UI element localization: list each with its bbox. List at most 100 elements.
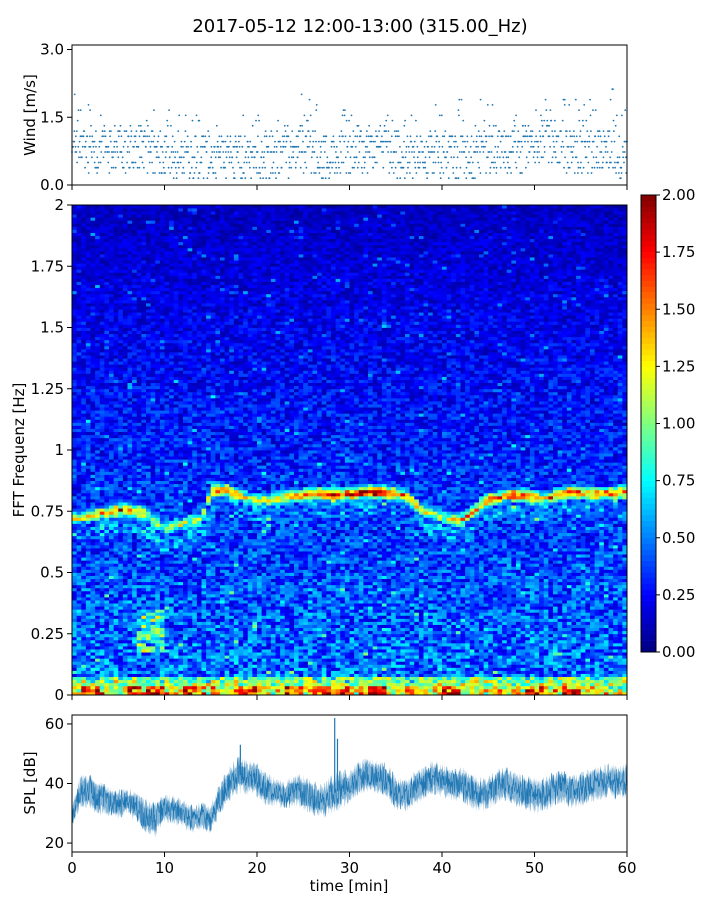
heatmap-cell xyxy=(86,646,91,649)
wind-point xyxy=(88,104,90,106)
heatmap-cell xyxy=(81,566,86,569)
heatmap-cell xyxy=(86,637,91,640)
heatmap-cell xyxy=(72,462,77,465)
heatmap-cell xyxy=(77,524,82,527)
heatmap-cell xyxy=(72,343,77,346)
heatmap-cell xyxy=(86,462,91,465)
wind-point xyxy=(615,125,617,127)
heatmap-cell xyxy=(86,291,91,294)
heatmap-cell xyxy=(81,667,86,670)
wind-point xyxy=(505,151,507,153)
wind-point xyxy=(478,130,480,132)
heatmap-cell xyxy=(72,530,77,533)
wind-point xyxy=(276,146,278,148)
heatmap-cell xyxy=(86,340,91,343)
wind-point xyxy=(349,135,351,137)
wind-point xyxy=(108,151,110,153)
wind-point xyxy=(566,130,568,132)
wind-point xyxy=(326,156,328,158)
wind-point xyxy=(415,120,417,122)
wind-point xyxy=(472,177,474,179)
heatmap-cell xyxy=(77,355,82,358)
heatmap-cell xyxy=(86,401,91,404)
heatmap-cell xyxy=(81,364,86,367)
wind-point xyxy=(368,135,370,137)
wind-point xyxy=(516,151,518,153)
wind-point xyxy=(200,146,202,148)
wind-point xyxy=(534,141,536,143)
heatmap-cell xyxy=(81,530,86,533)
heatmap-cell xyxy=(77,230,82,233)
wind-point xyxy=(337,156,339,158)
heatmap-cell xyxy=(81,573,86,576)
wind-point xyxy=(458,115,460,117)
heatmap-cell xyxy=(86,615,91,618)
wind-point xyxy=(452,135,454,137)
wind-point xyxy=(169,172,171,174)
wind-point xyxy=(168,167,170,169)
heatmap-cell xyxy=(77,661,82,664)
wind-point xyxy=(374,141,376,143)
wind-point xyxy=(184,141,186,143)
wind-point xyxy=(159,162,161,164)
wind-point xyxy=(438,162,440,164)
heatmap-cell xyxy=(77,419,82,422)
wind-point xyxy=(301,94,303,96)
wind-point xyxy=(281,167,283,169)
wind-point xyxy=(613,130,615,132)
heatmap-cell xyxy=(81,557,86,560)
heatmap-cell xyxy=(77,560,82,563)
wind-point xyxy=(590,115,592,117)
heatmap-cell xyxy=(72,223,77,226)
wind-point xyxy=(301,151,303,153)
wind-point xyxy=(293,156,295,158)
wind-point xyxy=(422,151,424,153)
wind-point xyxy=(514,125,516,127)
wind-point xyxy=(276,151,278,153)
wind-point xyxy=(497,135,499,137)
heatmap-cell xyxy=(86,603,91,606)
wind-point xyxy=(267,151,269,153)
wind-point xyxy=(285,162,287,164)
heatmap-cell xyxy=(77,236,82,239)
heatmap-cell xyxy=(72,631,77,634)
wind-point xyxy=(249,141,251,143)
wind-point xyxy=(552,135,554,137)
heatmap-cell xyxy=(86,404,91,407)
heatmap-cell xyxy=(81,539,86,542)
wind-point xyxy=(122,156,124,158)
wind-point xyxy=(316,156,318,158)
wind-point xyxy=(576,156,578,158)
wind-point xyxy=(509,167,511,169)
heatmap-cell xyxy=(72,597,77,600)
wind-point xyxy=(199,172,201,174)
heatmap-cell xyxy=(81,661,86,664)
wind-point xyxy=(599,130,601,132)
wind-point xyxy=(299,151,301,153)
heatmap-cell xyxy=(77,266,82,269)
heatmap-cell xyxy=(86,542,91,545)
wind-point xyxy=(101,141,103,143)
wind-point xyxy=(162,151,164,153)
heatmap-cell xyxy=(81,444,86,447)
wind-point xyxy=(476,151,478,153)
wind-point xyxy=(479,151,481,153)
heatmap-cell xyxy=(86,487,91,490)
wind-point xyxy=(474,177,476,179)
heatmap-cell xyxy=(86,478,91,481)
wind-point xyxy=(595,109,597,111)
wind-point xyxy=(204,146,206,148)
wind-y-tick-label: 0.0 xyxy=(40,176,64,194)
wind-point xyxy=(624,109,626,111)
heatmap-cell xyxy=(72,563,77,566)
heatmap-cell xyxy=(77,664,82,667)
wind-point xyxy=(211,162,213,164)
wind-point xyxy=(456,167,458,169)
wind-point xyxy=(165,151,167,153)
heatmap-cell xyxy=(86,667,91,670)
wind-point xyxy=(600,135,602,137)
wind-point xyxy=(414,162,416,164)
wind-point xyxy=(217,146,219,148)
heatmap-cell xyxy=(72,410,77,413)
wind-point xyxy=(238,135,240,137)
